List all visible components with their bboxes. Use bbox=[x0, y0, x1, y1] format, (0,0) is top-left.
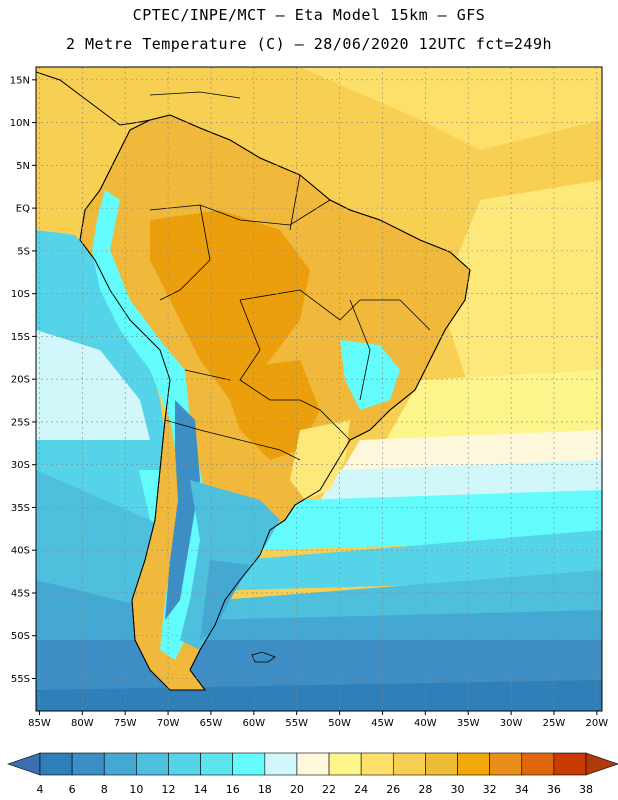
lat-label: 15N bbox=[10, 75, 30, 86]
colorbar-swatch bbox=[39, 752, 73, 776]
lat-label: 5N bbox=[16, 161, 30, 172]
region-andes-cold bbox=[165, 400, 200, 620]
band-ocean-24 bbox=[440, 180, 602, 390]
colorbar-swatch bbox=[71, 752, 105, 776]
lon-label: 30W bbox=[500, 718, 523, 729]
colorbar-swatch bbox=[328, 752, 362, 776]
colorbar-swatch bbox=[103, 752, 137, 776]
colorbar-tick-label: 6 bbox=[69, 783, 76, 796]
band-pacific-cold bbox=[36, 330, 150, 440]
colorbar-tick-label: 24 bbox=[354, 783, 368, 796]
caribbean-islands bbox=[149, 91, 241, 99]
lon-label: 40W bbox=[414, 718, 437, 729]
colorbar-tick-label: 8 bbox=[101, 783, 108, 796]
colorbar-swatch bbox=[296, 752, 330, 776]
lon-label: 75W bbox=[114, 718, 137, 729]
lat-label: 20S bbox=[11, 375, 30, 386]
colorbar-tick-label: 12 bbox=[161, 783, 175, 796]
region-south-brazil bbox=[290, 420, 350, 500]
colorbar-swatch bbox=[553, 752, 587, 776]
lon-label: 45W bbox=[371, 718, 394, 729]
lon-label: 70W bbox=[157, 718, 180, 729]
lon-label: 25W bbox=[543, 718, 566, 729]
central-america-coast bbox=[36, 71, 151, 126]
colorbar-arrow-high bbox=[585, 752, 618, 776]
region-hot-interior bbox=[150, 210, 310, 400]
lon-label: 65W bbox=[200, 718, 223, 729]
region-hot-chaco bbox=[220, 360, 320, 460]
axis-ticks bbox=[32, 79, 598, 715]
colorbar-swatch bbox=[264, 752, 298, 776]
colorbar-tick-label: 10 bbox=[129, 783, 143, 796]
falkland-islands bbox=[251, 651, 276, 663]
lat-label: 45S bbox=[11, 588, 30, 599]
longitude-axis: 85W 80W 75W 70W 65W 60W 55W 50W 45W 40W 35W 30W 25W 2… bbox=[28, 718, 608, 729]
colorbar-swatch bbox=[232, 752, 266, 776]
colorbar-swatch bbox=[136, 752, 169, 776]
lon-label: 55W bbox=[285, 718, 308, 729]
colorbar-tick-label: 4 bbox=[37, 783, 44, 796]
colorbar-swatch bbox=[521, 752, 555, 776]
map-fields bbox=[36, 67, 602, 711]
lon-label: 50W bbox=[328, 718, 351, 729]
lon-label: 80W bbox=[71, 718, 94, 729]
lat-label: 35S bbox=[11, 503, 30, 514]
lat-label: 10S bbox=[11, 289, 30, 300]
colorbar-swatch bbox=[457, 752, 490, 776]
temperature-map: 15N 10N 5N EQ 5S 10S 15S 20S 25S 30S 35S 40S 45S 50S 5… bbox=[10, 66, 608, 729]
colorbar-tick-label: 22 bbox=[322, 783, 336, 796]
lon-label: 60W bbox=[243, 718, 266, 729]
lat-label: 15S bbox=[11, 332, 30, 343]
colorbar-tick-label: 18 bbox=[258, 783, 272, 796]
graticule bbox=[36, 67, 602, 711]
colorbar-tick-label: 28 bbox=[418, 783, 432, 796]
colorbar-tick-label: 14 bbox=[194, 783, 208, 796]
lat-label: 10N bbox=[10, 118, 30, 129]
colorbar-tick-label: 38 bbox=[579, 783, 593, 796]
coastline bbox=[79, 114, 471, 691]
lon-label: 85W bbox=[28, 718, 51, 729]
lat-label: EQ bbox=[16, 204, 30, 215]
lat-label: 40S bbox=[11, 546, 30, 557]
lat-label: 25S bbox=[11, 417, 30, 428]
lat-label: 5S bbox=[17, 246, 30, 257]
colorbar-tick-label: 34 bbox=[515, 783, 529, 796]
colorbar-swatch bbox=[392, 752, 426, 776]
latitude-axis: 15N 10N 5N EQ 5S 10S 15S 20S 25S 30S 35S 40S 45S 50S 5… bbox=[10, 75, 30, 685]
band-ocean-22 bbox=[380, 370, 602, 450]
region-minas-highlands bbox=[340, 340, 400, 410]
map-frame bbox=[35, 66, 603, 712]
colorbar-swatch bbox=[425, 752, 458, 776]
colorbar-tick-label: 32 bbox=[483, 783, 497, 796]
colorbar-tick-label: 36 bbox=[547, 783, 561, 796]
lon-label: 20W bbox=[586, 718, 609, 729]
lon-label: 35W bbox=[457, 718, 480, 729]
lat-label: 50S bbox=[11, 631, 30, 642]
map-title: CPTEC/INPE/MCT – Eta Model 15km – GFS bbox=[132, 6, 486, 24]
lat-label: 55S bbox=[11, 674, 30, 685]
country-borders bbox=[149, 174, 431, 461]
colorbar-swatch bbox=[200, 752, 234, 776]
lat-label: 30S bbox=[11, 460, 30, 471]
colorbar-arrow-low bbox=[7, 752, 41, 776]
colorbar-tick-label: 16 bbox=[226, 783, 240, 796]
map-subtitle: 2 Metre Temperature (C) – 28/06/2020 12U… bbox=[65, 35, 553, 53]
colorbar-tick-label: 20 bbox=[290, 783, 304, 796]
colorbar-swatch bbox=[360, 752, 394, 776]
colorbar-swatch bbox=[168, 752, 201, 776]
colorbar-swatch bbox=[489, 752, 523, 776]
colorbar-tick-label: 30 bbox=[451, 783, 465, 796]
colorbar-tick-label: 26 bbox=[386, 783, 400, 796]
temperature-colorbar: 4 6 8 10 12 14 16 18 20 22 24 26 28 30 32 34 36 38 bbox=[7, 752, 618, 796]
band-ocean-26 bbox=[300, 67, 602, 150]
